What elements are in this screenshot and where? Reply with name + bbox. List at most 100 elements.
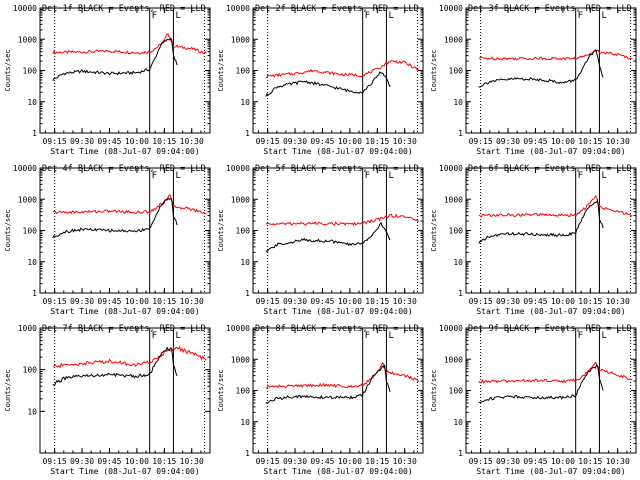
series-black-line (52, 346, 178, 386)
flare-marker-label: F (578, 11, 583, 21)
panel-det-9: Det 9f BLACK = Events, RED = LLD 1 10 100 10… (430, 324, 637, 476)
flare-marker-label: L (388, 171, 393, 181)
series-red-line (265, 213, 420, 227)
panel-title: Det 8f BLACK = Events, RED = LLD (255, 324, 419, 334)
plot-frame (39, 327, 211, 454)
flare-marker-label: L (175, 11, 180, 21)
y-axis-label: Counts/sec (430, 369, 438, 411)
series-black-line (265, 221, 391, 253)
flare-marker-label: L (601, 11, 606, 21)
flare-marker-label: F (152, 331, 157, 341)
y-tick-label: 100 (236, 227, 251, 236)
y-tick-label: 1 (32, 289, 37, 298)
x-tick-label: 09:45 (310, 457, 334, 466)
x-tick-label: 10:15 (152, 137, 176, 146)
x-axis-label: Start Time (08-Jul-07 09:04:00) (476, 467, 625, 476)
series-black-line (265, 363, 391, 404)
panel-title: Det 9f BLACK = Events, RED = LLD (468, 324, 632, 334)
y-tick-label: 10 (453, 258, 463, 267)
x-tick-label: 10:15 (365, 457, 389, 466)
plot-frame (465, 7, 637, 134)
panel-title: Det 5f BLACK = Events, RED = LLD (255, 164, 419, 174)
y-axis-label: Counts/sec (4, 209, 12, 251)
x-tick-label: 10:00 (338, 137, 362, 146)
x-tick-label: 10:00 (551, 297, 575, 306)
series-red-line (478, 49, 633, 61)
x-tick-label: 10:30 (393, 457, 417, 466)
flare-marker-label: L (601, 171, 606, 181)
y-tick-label: 10000 (439, 164, 463, 173)
series-red-line (52, 194, 207, 215)
x-tick-label: 09:15 (43, 457, 67, 466)
x-tick-label: 09:45 (97, 297, 121, 306)
x-tick-label: 09:15 (43, 297, 67, 306)
panel-det-5: Det 5f BLACK = Events, RED = LLD 1 10 100 10… (217, 164, 424, 316)
y-tick-label: 1 (32, 129, 37, 138)
x-tick-label: 09:30 (70, 457, 94, 466)
x-tick-label: 10:30 (180, 137, 204, 146)
x-tick-label: 09:45 (523, 457, 547, 466)
panel-title: Det 1f BLACK = Events, RED = LLD (42, 4, 206, 14)
x-tick-label: 10:30 (180, 457, 204, 466)
y-tick-label: 1000 (231, 35, 250, 44)
x-tick-label: 10:00 (338, 297, 362, 306)
x-axis-label: Start Time (08-Jul-07 09:04:00) (263, 147, 412, 156)
y-tick-label: 10000 (226, 164, 250, 173)
flare-marker-label: F (578, 171, 583, 181)
x-tick-label: 10:30 (180, 297, 204, 306)
x-tick-label: 10:30 (606, 297, 630, 306)
panel-title: Det 3f BLACK = Events, RED = LLD (468, 4, 632, 14)
x-tick-label: 10:15 (578, 457, 602, 466)
panel-title: Det 4f BLACK = Events, RED = LLD (42, 164, 206, 174)
y-tick-label: 1000 (18, 195, 37, 204)
y-tick-label: 10000 (226, 4, 250, 13)
y-axis-label: Counts/sec (217, 49, 225, 91)
panel-title: Det 2f BLACK = Events, RED = LLD (255, 4, 419, 14)
flare-marker-label: L (601, 331, 606, 341)
y-tick-label: 100 (23, 366, 38, 375)
series-black-line (52, 37, 178, 82)
y-tick-label: 100 (23, 67, 38, 76)
flare-marker-label: L (175, 331, 180, 341)
panel-det-4: Det 4f BLACK = Events, RED = LLD 1 10 100 10… (4, 164, 211, 316)
y-tick-label: 10 (240, 258, 250, 267)
x-tick-label: 10:15 (578, 137, 602, 146)
plot-frame (39, 7, 211, 134)
y-tick-label: 1 (245, 289, 250, 298)
y-tick-label: 1000 (231, 195, 250, 204)
y-tick-label: 1 (245, 129, 250, 138)
y-tick-label: 100 (449, 227, 464, 236)
panel-title: Det 6f BLACK = Events, RED = LLD (468, 164, 632, 174)
y-tick-label: 1 (458, 449, 463, 458)
y-tick-label: 10 (240, 418, 250, 427)
flare-marker-label: F (365, 11, 370, 21)
x-tick-label: 09:30 (283, 457, 307, 466)
x-tick-label: 09:45 (523, 297, 547, 306)
x-axis-label: Start Time (08-Jul-07 09:04:00) (476, 307, 625, 316)
series-black-line (478, 49, 604, 88)
plot-frame (252, 167, 424, 294)
y-tick-label: 1000 (18, 324, 37, 333)
panel-title: Det 7f BLACK = Events, RED = LLD (42, 324, 206, 334)
x-tick-label: 09:30 (496, 137, 520, 146)
x-tick-label: 09:15 (43, 137, 67, 146)
x-tick-label: 09:15 (469, 297, 493, 306)
x-axis-label: Start Time (08-Jul-07 09:04:00) (50, 467, 199, 476)
plot-frame (465, 327, 637, 454)
x-tick-label: 09:30 (70, 137, 94, 146)
y-tick-label: 10 (240, 98, 250, 107)
panel-det-8: Det 8f BLACK = Events, RED = LLD 1 10 100 10… (217, 324, 424, 476)
x-tick-label: 09:45 (97, 457, 121, 466)
flare-marker-label: F (578, 331, 583, 341)
y-tick-label: 1000 (231, 355, 250, 364)
series-black-line (265, 71, 391, 97)
x-tick-label: 09:45 (97, 137, 121, 146)
y-tick-label: 10000 (439, 324, 463, 333)
plot-frame (252, 327, 424, 454)
flare-marker-label: F (152, 11, 157, 21)
x-axis-label: Start Time (08-Jul-07 09:04:00) (50, 307, 199, 316)
panel-det-6: Det 6f BLACK = Events, RED = LLD 1 10 100 10… (430, 164, 637, 316)
x-tick-label: 09:30 (283, 297, 307, 306)
y-tick-label: 100 (449, 67, 464, 76)
